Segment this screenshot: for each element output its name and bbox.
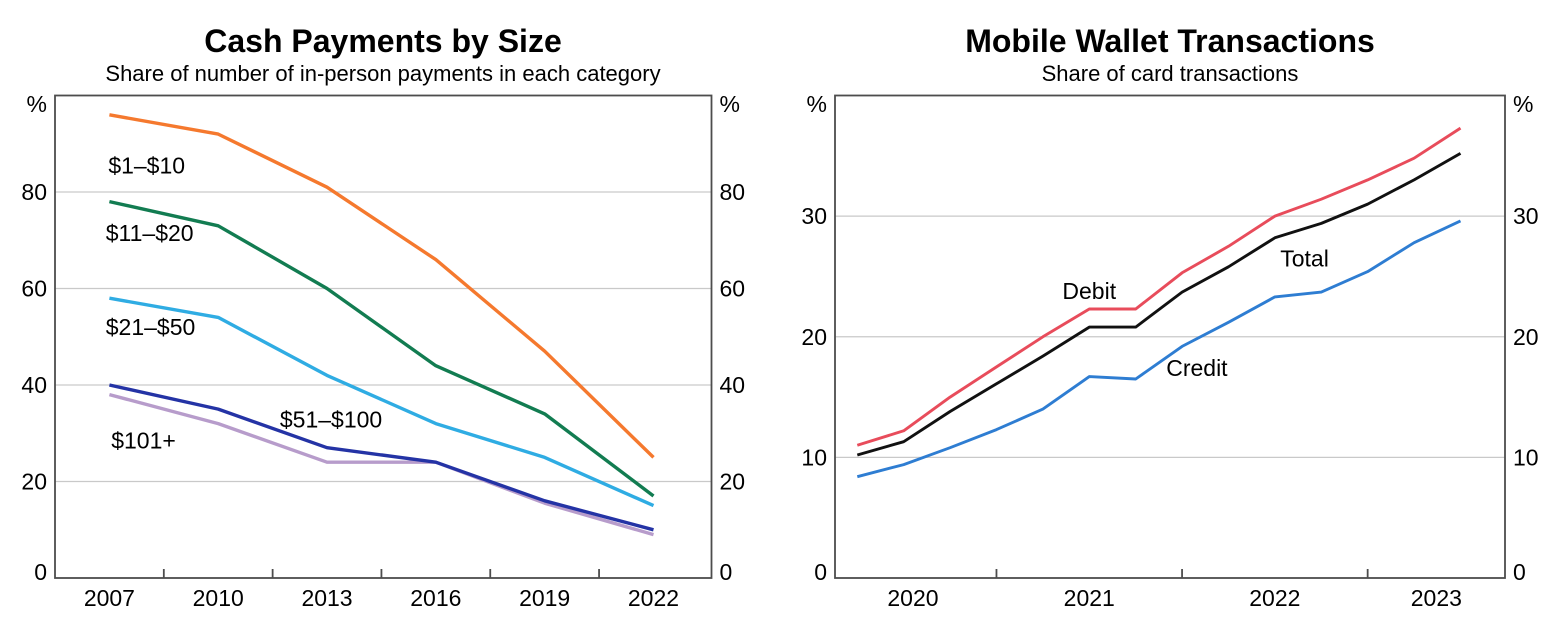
y-axis-label-left: 10 — [801, 444, 827, 470]
y-axis-label-left: 60 — [21, 276, 47, 302]
x-axis-label: 2022 — [1249, 585, 1300, 611]
y-axis-unit-right: % — [720, 91, 740, 117]
series-line-0 — [109, 113, 655, 459]
series-label-1: Total — [1280, 245, 1329, 271]
series-line-2 — [856, 219, 1462, 479]
y-axis-label-right: 60 — [720, 276, 746, 302]
y-axis-unit-right: % — [1513, 91, 1533, 117]
y-axis-label-left: 40 — [21, 372, 47, 398]
y-axis-label-right: 0 — [720, 559, 733, 585]
y-axis-label-left: 80 — [21, 179, 47, 205]
series-label-0: Debit — [1062, 278, 1116, 304]
series-line-1 — [109, 199, 655, 498]
chart-subtitle: Share of number of in-person payments in… — [105, 61, 660, 86]
x-axis-label: 2013 — [301, 585, 352, 611]
y-axis-label-right: 20 — [1513, 324, 1539, 350]
y-axis-label-right: 20 — [720, 469, 746, 495]
chart-title: Mobile Wallet Transactions — [965, 23, 1375, 59]
y-axis-label-right: 0 — [1513, 559, 1526, 585]
y-axis-label-left: 20 — [801, 324, 827, 350]
series-label-1: $11–$20 — [106, 220, 194, 246]
x-axis-label: 2010 — [193, 585, 244, 611]
y-axis-label-left: 20 — [21, 469, 47, 495]
series-label-2: Credit — [1166, 355, 1228, 381]
y-axis-unit-left: % — [27, 91, 47, 117]
y-axis-label-right: 80 — [720, 179, 746, 205]
x-axis-label: 2020 — [887, 585, 938, 611]
y-axis-label-left: 30 — [801, 203, 827, 229]
y-axis-label-left: 0 — [814, 559, 827, 585]
y-axis-label-right: 30 — [1513, 203, 1539, 229]
chart-mobile-wallet-transactions: Mobile Wallet Transactions Share of card… — [801, 23, 1538, 611]
x-axis-label: 2022 — [628, 585, 679, 611]
y-axis-label-right: 40 — [720, 372, 746, 398]
series-line-0 — [856, 126, 1462, 447]
x-axis-label: 2021 — [1064, 585, 1115, 611]
chart-subtitle: Share of card transactions — [1042, 61, 1299, 86]
y-axis-label-left: 0 — [34, 559, 47, 585]
x-axis-label: 2007 — [84, 585, 135, 611]
plot-area: 2007 2010 2013 2016 2019 2022 0 0 20 20 40 40 60 60 80… — [21, 91, 745, 611]
series-label-4: $51–$100 — [280, 407, 382, 433]
x-axis-label: 2016 — [410, 585, 461, 611]
y-axis-unit-left: % — [807, 91, 827, 117]
series-line-3 — [108, 392, 654, 537]
plot-border — [834, 94, 1506, 579]
series-line-4 — [109, 383, 654, 532]
chart-cash-payments-by-size: Cash Payments by Size Share of number of… — [21, 23, 745, 611]
chart-title: Cash Payments by Size — [204, 23, 561, 59]
series-label-3: $101+ — [111, 427, 176, 453]
series-line-2 — [109, 296, 655, 508]
plot-border — [54, 94, 713, 579]
series-label-2: $21–$50 — [106, 314, 196, 340]
x-axis-label: 2019 — [519, 585, 570, 611]
series-label-0: $1–$10 — [108, 152, 185, 178]
series-line-1 — [856, 152, 1462, 457]
x-axis-label: 2023 — [1411, 585, 1462, 611]
y-axis-label-right: 10 — [1513, 444, 1539, 470]
